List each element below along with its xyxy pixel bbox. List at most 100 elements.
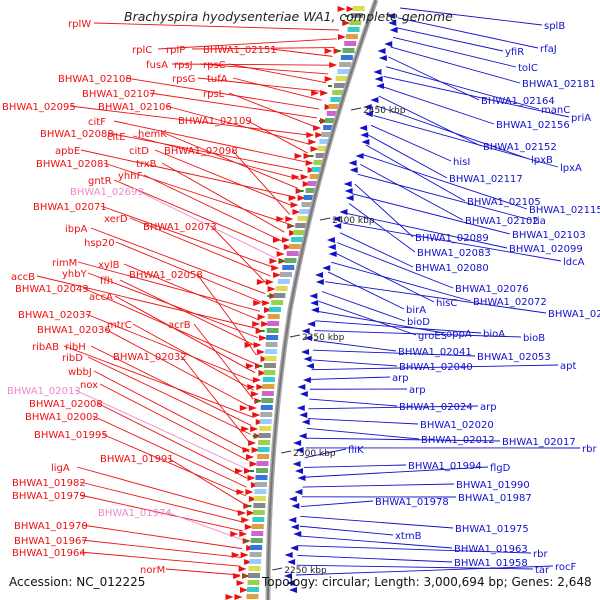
forward-gene-arrow — [311, 90, 320, 96]
leader-line — [301, 500, 374, 508]
left-gene-label: BHWA1_02098 — [164, 146, 238, 157]
feature-block — [286, 251, 299, 256]
feature-tick — [327, 85, 332, 87]
right-gene-label: BHWA1_02115 — [529, 205, 600, 216]
leader-line — [157, 38, 337, 50]
feature-tick — [247, 505, 252, 507]
left-gene-label: BHWA1_02081 — [36, 159, 110, 170]
forward-gene-arrow — [246, 510, 255, 516]
leader-line — [129, 217, 271, 277]
forward-gene-arrow — [253, 342, 262, 348]
feature-block — [295, 223, 308, 228]
reverse-gene-arrow — [297, 475, 306, 481]
left-gene-label: tufA — [207, 74, 228, 85]
left-gene-label: rpsG — [172, 74, 195, 85]
feature-block — [305, 188, 318, 193]
feature-block — [345, 34, 358, 39]
forward-gene-arrow — [252, 321, 261, 327]
right-gene-label: splB — [544, 21, 565, 32]
right-gene-label: BHWA1_02041 — [398, 347, 472, 358]
forward-gene-arrow — [319, 118, 328, 124]
feature-tick — [344, 15, 349, 17]
feature-block — [313, 160, 326, 165]
feature-block — [321, 132, 334, 137]
feature-block — [263, 363, 276, 368]
feature-block — [277, 279, 290, 284]
leader-line — [231, 149, 291, 215]
reverse-gene-arrow — [301, 328, 310, 334]
forward-gene-arrow — [244, 524, 253, 530]
forward-gene-arrow — [239, 587, 248, 593]
leader-line — [297, 554, 453, 563]
forward-gene-arrow — [290, 202, 299, 208]
leader-line — [85, 313, 255, 383]
leader-line — [74, 389, 249, 470]
reverse-gene-arrow — [304, 335, 313, 341]
leader-line — [388, 56, 480, 101]
feature-block — [256, 461, 269, 466]
reverse-gene-arrow — [307, 321, 316, 327]
leader-line — [368, 134, 448, 179]
forward-gene-arrow — [236, 489, 245, 495]
reverse-gene-arrow — [294, 489, 303, 495]
reverse-gene-arrow — [322, 265, 331, 271]
reverse-gene-arrow — [388, 20, 397, 26]
right-gene-label: BHWA1_01987 — [458, 493, 532, 504]
reverse-gene-arrow — [303, 356, 312, 362]
reverse-gene-arrow — [375, 83, 384, 89]
forward-gene-arrow — [246, 454, 255, 460]
left-gene-label: BHWA1_02037 — [18, 310, 92, 321]
right-gene-label: BHWA1_02099 — [509, 244, 583, 255]
feature-block — [275, 286, 288, 291]
forward-gene-arrow — [252, 377, 261, 383]
reverse-gene-arrow — [310, 307, 319, 313]
right-gene-label: BHWA1_02181 — [522, 79, 596, 90]
right-gene-label: bioD — [407, 317, 430, 328]
right-gene-label: BHWA1_02020 — [420, 420, 494, 431]
feature-tick — [309, 155, 314, 157]
left-gene-label: BHWA1_02699 — [70, 187, 144, 198]
reverse-gene-arrow — [333, 223, 342, 229]
reverse-gene-arrow — [291, 503, 300, 509]
feature-tick — [260, 330, 265, 332]
feature-block — [253, 496, 266, 501]
left-gene-label: BHWA1_01970 — [14, 521, 88, 532]
right-gene-label: tar — [535, 565, 550, 576]
leader-line — [113, 179, 280, 251]
forward-gene-arrow — [324, 48, 333, 54]
leader-line — [79, 551, 241, 567]
leader-line — [312, 349, 476, 357]
forward-gene-arrow — [269, 258, 278, 264]
reverse-gene-arrow — [355, 153, 364, 159]
reverse-gene-arrow — [296, 405, 305, 411]
leader-line — [327, 271, 405, 310]
forward-gene-arrow — [272, 237, 281, 243]
reverse-gene-arrow — [370, 97, 379, 103]
right-gene-label: hisC — [436, 298, 457, 309]
forward-gene-arrow — [236, 580, 245, 586]
leader-line — [90, 227, 266, 295]
forward-gene-arrow — [251, 447, 260, 453]
reverse-gene-arrow — [359, 125, 368, 131]
kbp-tick — [350, 107, 362, 111]
feature-block — [282, 265, 295, 270]
feature-block — [254, 482, 267, 487]
forward-gene-arrow — [242, 447, 251, 453]
forward-gene-arrow — [239, 531, 248, 537]
left-gene-label: BHWA1_01967 — [14, 536, 88, 547]
leader-line — [378, 95, 482, 147]
feature-block — [259, 426, 272, 431]
forward-gene-arrow — [253, 433, 262, 439]
leader-line — [81, 539, 242, 558]
forward-gene-arrow — [306, 132, 315, 138]
feature-block — [284, 258, 297, 263]
feature-block — [249, 552, 262, 557]
reverse-gene-arrow — [301, 419, 310, 425]
leader-line — [143, 174, 282, 242]
kbp-tick — [320, 217, 331, 221]
left-gene-label: ribH — [65, 342, 86, 353]
forward-gene-arrow — [225, 594, 234, 600]
forward-gene-arrow — [292, 209, 301, 215]
reverse-gene-arrow — [290, 545, 299, 551]
forward-gene-arrow — [302, 181, 311, 187]
